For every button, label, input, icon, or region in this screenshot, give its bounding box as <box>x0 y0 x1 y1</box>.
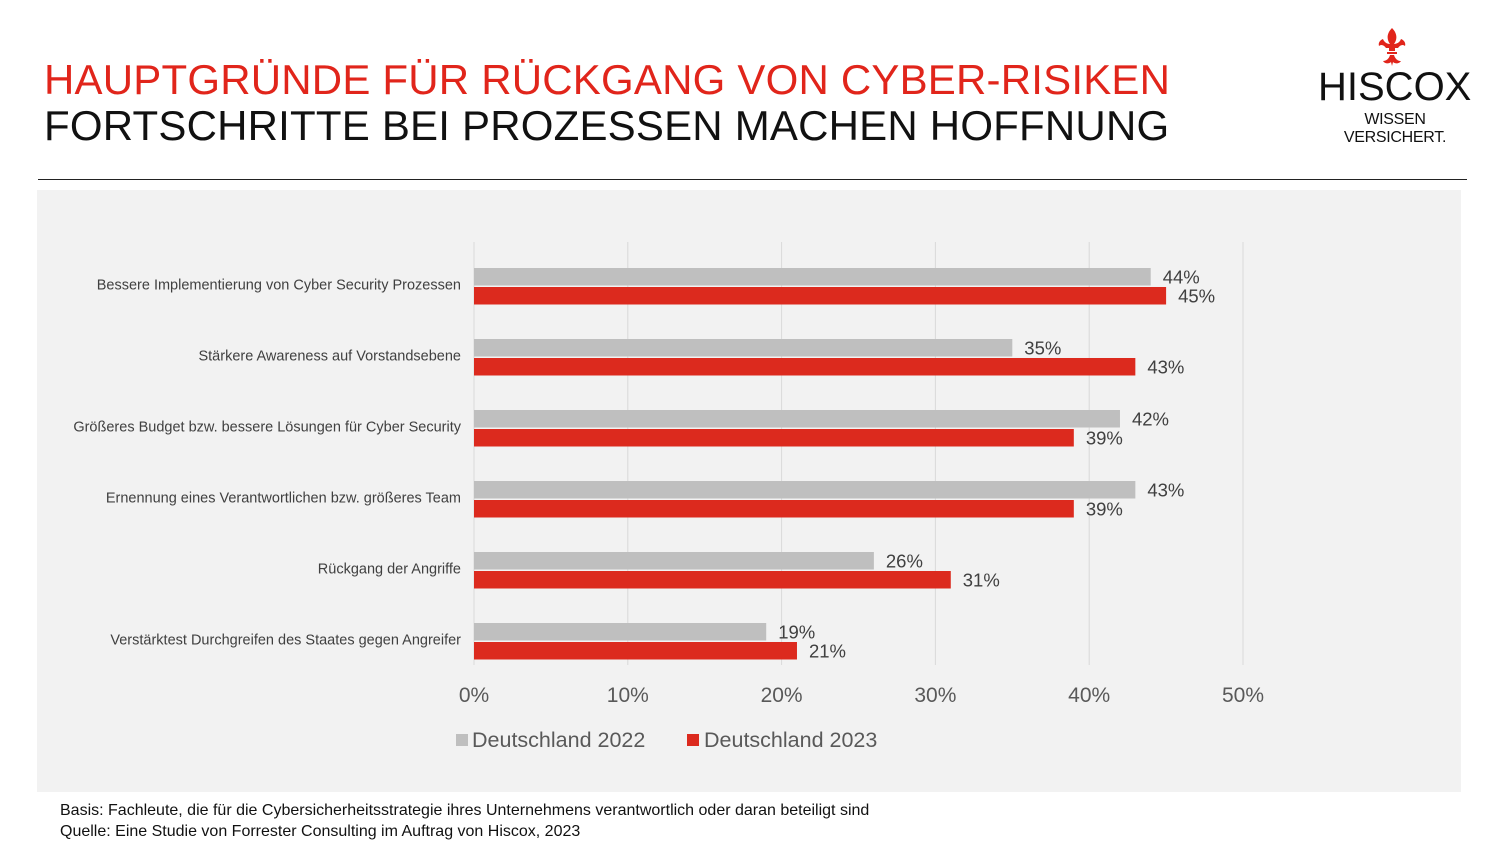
title-line-2: FORTSCHRITTE BEI PROZESSEN MACHEN HOFFNU… <box>44 102 1170 149</box>
legend-label: Deutschland 2022 <box>472 728 645 752</box>
category-label: Rückgang der Angriffe <box>318 562 461 578</box>
legend-swatch <box>456 734 468 746</box>
bar-2022 <box>474 410 1120 428</box>
footer-basis: Basis: Fachleute, die für die Cybersiche… <box>60 802 870 819</box>
data-label: 39% <box>1086 428 1123 449</box>
x-tick-label: 50% <box>1222 684 1264 707</box>
data-label: 35% <box>1024 338 1061 359</box>
bar-2022 <box>474 481 1136 499</box>
legend-swatch <box>687 734 699 746</box>
footer: Basis: Fachleute, die für die Cybersiche… <box>60 800 869 842</box>
bar-2023 <box>474 500 1074 518</box>
footer-source: Quelle: Eine Studie von Forrester Consul… <box>60 823 581 840</box>
category-label: Verstärktest Durchgreifen des Staates ge… <box>110 633 461 649</box>
category-label: Ernennung eines Verantwortlichen bzw. gr… <box>106 491 461 507</box>
data-label: 31% <box>963 570 1000 591</box>
data-label: 19% <box>778 622 815 643</box>
category-label: Größeres Budget bzw. bessere Lösungen fü… <box>73 420 461 436</box>
category-label: Stärkere Awareness auf Vorstandsebene <box>198 349 461 365</box>
page-title: HAUPTGRÜNDE FÜR RÜCKGANG VON CYBER-RISIK… <box>44 57 1170 149</box>
bar-2022 <box>474 623 767 641</box>
x-tick-label: 30% <box>914 684 956 707</box>
logo-tagline: WISSEN VERSICHERT. <box>1343 111 1447 146</box>
x-tick-label: 20% <box>761 684 803 707</box>
fleur-de-lis-icon <box>1378 28 1406 66</box>
bar-2023 <box>474 287 1167 305</box>
data-label: 21% <box>809 641 846 662</box>
bar-2022 <box>474 268 1151 286</box>
bar-chart: 0% 10% 20% 30% 40% 50% Bessere Implementierung… <box>73 242 1264 752</box>
x-tick-label: 0% <box>459 684 489 707</box>
legend-label: Deutschland 2023 <box>704 728 877 752</box>
bar-2022 <box>474 552 874 570</box>
logo-brand: HISCOX <box>1318 65 1472 109</box>
x-tick-label: 40% <box>1068 684 1110 707</box>
header-divider <box>38 179 1467 180</box>
x-tick-label: 10% <box>607 684 649 707</box>
bar-2023 <box>474 642 797 660</box>
bar-2023 <box>474 429 1074 447</box>
bar-2023 <box>474 358 1136 376</box>
title-line-1: HAUPTGRÜNDE FÜR RÜCKGANG VON CYBER-RISIK… <box>44 56 1171 103</box>
data-label: 42% <box>1132 409 1169 430</box>
hiscox-logo: HISCOX WISSEN VERSICHERT. <box>1318 28 1472 146</box>
data-label: 45% <box>1178 286 1215 307</box>
data-label: 26% <box>886 551 923 572</box>
bar-2023 <box>474 571 951 589</box>
data-label: 43% <box>1147 357 1184 378</box>
category-label: Bessere Implementierung von Cyber Securi… <box>97 278 461 294</box>
bar-2022 <box>474 339 1013 357</box>
data-label: 39% <box>1086 499 1123 520</box>
data-label: 44% <box>1163 267 1200 288</box>
data-label: 43% <box>1147 480 1184 501</box>
